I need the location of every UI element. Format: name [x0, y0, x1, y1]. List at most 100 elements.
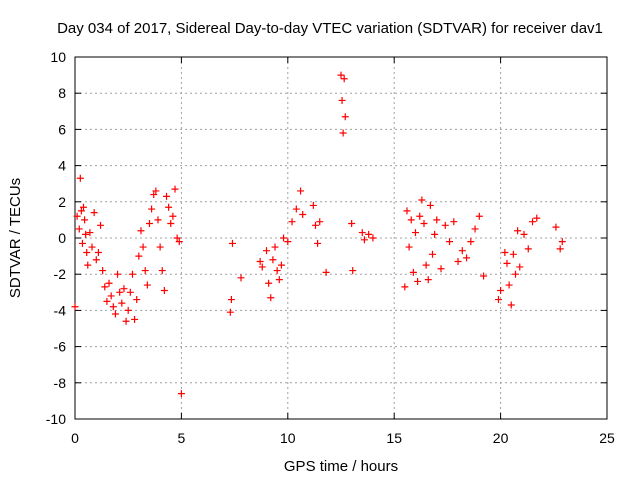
x-tick-label: 15 — [386, 430, 402, 446]
x-tick-label: 10 — [280, 430, 296, 446]
data-point — [111, 310, 119, 318]
data-point — [471, 225, 479, 233]
data-points — [71, 71, 566, 398]
data-point — [175, 238, 183, 246]
data-point — [520, 230, 528, 238]
x-tick-labels: 0 5 10 15 20 25 — [71, 430, 615, 446]
data-point — [126, 288, 134, 296]
data-point — [227, 296, 235, 304]
data-point — [165, 203, 173, 211]
y-tick-labels: -10 -8 -6 -4 -2 0 2 4 6 8 10 — [46, 49, 66, 427]
data-point — [277, 261, 285, 269]
y-tick-label: 10 — [50, 49, 66, 65]
data-point — [422, 261, 430, 269]
data-point — [341, 113, 349, 121]
data-point — [429, 250, 437, 258]
data-point — [135, 252, 143, 260]
data-point — [339, 129, 347, 137]
data-point — [348, 220, 356, 228]
data-point — [507, 301, 515, 309]
data-point — [509, 250, 517, 258]
data-point — [338, 96, 346, 104]
x-tick-label: 5 — [178, 430, 186, 446]
data-point — [407, 216, 415, 224]
data-point — [309, 201, 317, 209]
data-point — [314, 239, 322, 247]
data-point — [322, 268, 330, 276]
data-point — [446, 238, 454, 246]
data-point — [226, 308, 234, 316]
data-point — [116, 288, 124, 296]
data-point — [454, 258, 462, 266]
data-point — [82, 230, 90, 238]
data-point — [533, 214, 541, 222]
data-point — [80, 203, 88, 211]
data-point — [503, 259, 511, 267]
data-point — [101, 283, 109, 291]
data-point — [401, 283, 409, 291]
data-point — [163, 192, 171, 200]
x-tick-label: 0 — [71, 430, 79, 446]
data-point — [467, 238, 475, 246]
data-point — [88, 243, 96, 251]
data-point — [369, 234, 377, 242]
data-point — [154, 216, 162, 224]
data-point — [497, 286, 505, 294]
y-tick-label: -10 — [46, 411, 66, 427]
data-point — [150, 191, 158, 199]
data-point — [107, 292, 115, 300]
data-point — [424, 276, 432, 284]
data-point — [92, 256, 100, 264]
data-point — [122, 317, 130, 325]
x-tick-label: 25 — [599, 430, 615, 446]
data-point — [137, 227, 145, 235]
data-point — [228, 239, 236, 247]
y-tick-label: -4 — [54, 302, 67, 318]
data-point — [299, 210, 307, 218]
data-point — [463, 254, 471, 262]
data-point — [403, 207, 411, 215]
data-point — [409, 268, 417, 276]
data-point — [529, 218, 537, 226]
y-tick-label: 4 — [58, 158, 66, 174]
data-point — [84, 261, 92, 269]
data-point — [414, 277, 422, 285]
data-point — [358, 229, 366, 237]
data-point — [288, 218, 296, 226]
data-point — [558, 238, 566, 246]
y-tick-label: 8 — [58, 85, 66, 101]
data-point — [97, 221, 105, 229]
data-point — [76, 174, 84, 182]
data-point — [426, 201, 434, 209]
data-point — [158, 267, 166, 275]
data-point — [256, 258, 264, 266]
y-axis-label: SDTVAR / TECUs — [7, 178, 24, 298]
data-point — [418, 196, 426, 204]
data-point — [458, 247, 466, 255]
data-point — [292, 205, 300, 213]
data-point — [475, 212, 483, 220]
data-point — [124, 306, 132, 314]
data-point — [437, 265, 445, 273]
data-point — [263, 247, 271, 255]
data-point — [524, 245, 532, 253]
data-point — [450, 218, 458, 226]
data-point — [271, 243, 279, 251]
data-point — [505, 281, 513, 289]
data-point — [416, 212, 424, 220]
data-point — [337, 71, 345, 79]
data-point — [340, 75, 348, 83]
data-point — [411, 229, 419, 237]
data-point — [433, 216, 441, 224]
data-point — [99, 267, 107, 275]
data-point — [405, 243, 413, 251]
data-point — [152, 187, 160, 195]
data-point — [145, 220, 153, 228]
data-point — [284, 238, 292, 246]
y-tick-label: -2 — [54, 266, 67, 282]
data-point — [514, 227, 522, 235]
data-point — [311, 221, 319, 229]
data-point — [81, 216, 89, 224]
data-point — [267, 294, 275, 302]
